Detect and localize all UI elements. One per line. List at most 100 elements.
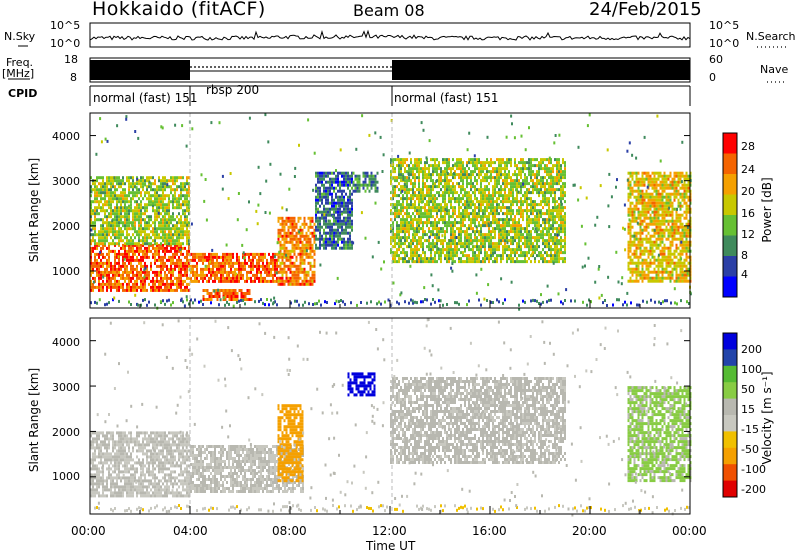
heatmap-cell (498, 170, 500, 174)
heatmap-cell (546, 200, 548, 204)
heatmap-cell (321, 171, 323, 175)
heatmap-cell (333, 243, 335, 247)
heatmap-cell (283, 225, 286, 229)
heatmap-cell (172, 215, 174, 219)
heatmap-cell (178, 264, 180, 268)
heatmap-cell (558, 227, 560, 231)
heatmap-cell (550, 182, 552, 186)
heatmap-cell (186, 261, 188, 265)
heatmap-cell (564, 245, 566, 249)
heatmap-cell (440, 179, 442, 183)
heatmap-cell (122, 239, 124, 243)
heatmap-cell (108, 276, 110, 280)
heatmap-cell (307, 237, 310, 241)
heatmap-cell (438, 239, 440, 243)
heatmap-cell (170, 255, 172, 259)
heatmap-cell (168, 258, 170, 262)
heatmap-cell (168, 249, 170, 253)
heatmap-cell (216, 298, 219, 301)
heatmap-cell (184, 212, 186, 216)
heatmap-cell (544, 200, 546, 204)
heatmap-cell (176, 206, 178, 210)
heatmap-cell (532, 236, 534, 240)
heatmap-cell (448, 191, 450, 195)
heatmap-cell (516, 257, 518, 261)
heatmap-cell (368, 189, 371, 193)
heatmap-cell (500, 164, 502, 168)
heatmap-cell (180, 206, 182, 210)
heatmap-cell (120, 185, 122, 189)
heatmap-cell (480, 161, 482, 165)
heatmap-cell (528, 233, 530, 237)
heatmap-cell (335, 216, 337, 220)
heatmap-cell (424, 212, 426, 216)
heatmap-cell (464, 233, 466, 237)
heatmap-cell (480, 167, 482, 171)
heatmap-cell (341, 201, 343, 205)
heatmap-cell (396, 251, 398, 255)
heatmap-cell (106, 264, 108, 268)
heatmap-cell (148, 221, 150, 225)
heatmap-cell (390, 158, 392, 162)
heatmap-cell (504, 188, 506, 192)
heatmap-cell (430, 185, 432, 189)
heatmap-cell (281, 273, 284, 277)
heatmap-cell (116, 236, 118, 240)
heatmap-cell (496, 200, 498, 204)
heatmap-cell (496, 158, 498, 162)
heatmap-cell (347, 219, 349, 223)
heatmap-cell (400, 203, 402, 207)
heatmap-cell (295, 240, 298, 244)
heatmap-cell (398, 233, 400, 237)
heatmap-cell (552, 221, 554, 225)
heatmap-cell (162, 200, 164, 204)
heatmap-cell (508, 170, 510, 174)
heatmap-cell (458, 167, 460, 171)
heatmap-cell (506, 224, 508, 228)
heatmap-cell (520, 191, 522, 195)
heatmap-cell (182, 246, 184, 250)
heatmap-cell (152, 182, 154, 186)
heatmap-cell (556, 215, 558, 219)
heatmap-cell (446, 185, 448, 189)
heatmap-cell (484, 236, 486, 240)
heatmap-cell (297, 279, 300, 283)
heatmap-cell (558, 218, 560, 222)
heatmap-cell (180, 197, 182, 201)
heatmap-cell (272, 267, 274, 271)
heatmap-cell (434, 227, 436, 231)
heatmap-cell (333, 189, 335, 193)
heatmap-cell (138, 188, 140, 192)
heatmap-cell (291, 216, 294, 220)
heatmap-cell (408, 203, 410, 207)
heatmap-cell (325, 234, 327, 238)
heatmap-cell (295, 246, 298, 250)
heatmap-cell (520, 185, 522, 189)
heatmap-cell (150, 288, 152, 292)
heatmap-cell (546, 251, 548, 255)
heatmap-cell (432, 173, 434, 177)
heatmap-cell (490, 200, 492, 204)
heatmap-cell (528, 191, 530, 195)
heatmap-cell (90, 212, 92, 216)
heatmap-cell (120, 179, 122, 183)
heatmap-cell (488, 170, 490, 174)
heatmap-cell (522, 161, 524, 165)
heatmap-cell (260, 276, 262, 280)
heatmap-cell (506, 185, 508, 189)
heatmap-cell (478, 251, 480, 255)
heatmap-cell (92, 188, 94, 192)
heatmap-cell (414, 239, 416, 243)
heatmap-cell (128, 243, 130, 247)
heatmap-cell (522, 209, 524, 213)
heatmap-cell (400, 170, 402, 174)
heatmap-cell (424, 185, 426, 189)
heatmap-cell (520, 230, 522, 234)
heatmap-cell (520, 215, 522, 219)
heatmap-cell (212, 255, 214, 259)
heatmap-cell (150, 218, 152, 222)
heatmap-cell (500, 233, 502, 237)
heatmap-cell (124, 270, 126, 274)
heatmap-cell (166, 246, 168, 250)
heatmap-cell (106, 233, 108, 237)
